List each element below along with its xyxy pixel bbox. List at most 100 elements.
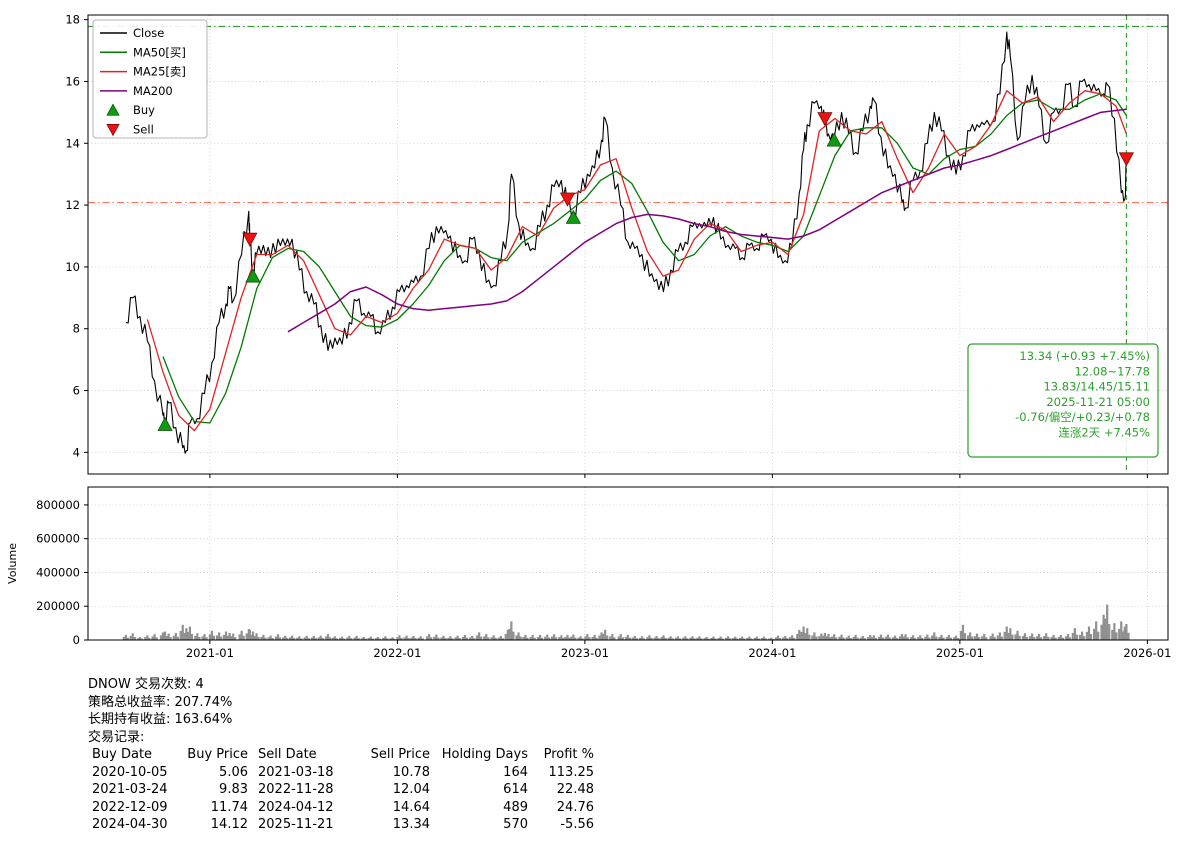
volume-bar xyxy=(1100,624,1103,640)
volume-bar xyxy=(1113,623,1116,640)
volume-bar xyxy=(719,636,722,640)
volume-bar xyxy=(717,637,720,640)
volume-bar xyxy=(674,637,677,640)
volume-bar xyxy=(669,636,672,640)
volume-bar xyxy=(825,636,828,640)
volume-bar xyxy=(185,628,188,640)
trade-table: Buy Date Buy Price Sell Date Sell Price Hold… xyxy=(92,746,594,834)
sell-marker xyxy=(559,192,576,207)
volume-bar xyxy=(506,629,509,640)
volume-bar xyxy=(224,631,228,640)
volume-bar xyxy=(176,636,179,640)
volume-bar xyxy=(954,635,958,640)
volume-bar xyxy=(220,636,223,640)
sell-marker xyxy=(1118,152,1134,167)
volume-bar xyxy=(662,635,665,640)
volume-bar xyxy=(584,636,587,640)
stats-block: DNOW 交易次数: 4 策略总收益率: 207.74% 长期持有收益: 163… xyxy=(88,676,594,834)
trade-table-cell: 2025-11-21 xyxy=(258,817,334,832)
trade-table-cell: 13.34 xyxy=(392,817,430,832)
volume-bar xyxy=(504,633,507,640)
volume-bar xyxy=(485,634,488,640)
volume-bar xyxy=(419,636,422,640)
volume-bar xyxy=(400,637,403,640)
volume-bar xyxy=(940,634,943,640)
volume-y-tick-label: 0 xyxy=(73,633,80,647)
volume-bar xyxy=(414,638,417,640)
volume-bar xyxy=(900,633,904,640)
volume-bar xyxy=(412,635,415,640)
volume-bar xyxy=(1043,635,1046,640)
volume-bar xyxy=(386,638,389,640)
volume-bar xyxy=(671,638,674,640)
volume-bar xyxy=(772,638,775,640)
trade-table-cell: 570 xyxy=(503,817,528,832)
volume-bar xyxy=(296,637,299,640)
volume-bar xyxy=(746,637,749,640)
volume-bar xyxy=(138,636,142,640)
volume-bar xyxy=(544,636,547,640)
volume-bar xyxy=(646,637,649,640)
volume-bar xyxy=(333,636,336,640)
buy-marker xyxy=(565,209,581,224)
volume-bar xyxy=(808,634,811,640)
volume-bar xyxy=(433,636,436,640)
volume-bar xyxy=(288,637,292,640)
trade-table-cell: 2021-03-24 xyxy=(92,782,168,797)
volume-plot-border xyxy=(87,486,1169,641)
trade-table-row: 2022-12-09 11.74 2024-04-12 14.64 489 24.76 xyxy=(92,799,594,817)
volume-bar xyxy=(378,638,382,640)
stats-line-records-label: 交易记录: xyxy=(88,729,145,745)
volume-bar xyxy=(161,634,165,640)
volume-bar xyxy=(319,635,322,640)
volume-bar xyxy=(835,637,838,640)
volume-bar xyxy=(815,636,818,640)
volume-bar xyxy=(788,637,792,640)
ma200-line xyxy=(287,108,1127,333)
annotation-line: 连涨2天 +7.45% xyxy=(1058,426,1150,440)
volume-bar xyxy=(167,633,170,640)
volume-bar xyxy=(678,638,682,640)
legend-label: MA200 xyxy=(133,84,173,98)
volume-bar xyxy=(490,637,493,640)
trade-table-header-cell: Sell Price xyxy=(370,747,430,762)
trade-table-cell: 12.04 xyxy=(392,782,430,797)
volume-bar xyxy=(1057,636,1060,640)
volume-bar xyxy=(710,637,713,640)
volume-bar xyxy=(842,637,845,640)
volume-bar xyxy=(691,636,694,640)
volume-bar xyxy=(707,638,710,640)
volume-bar xyxy=(541,637,544,640)
volume-bar xyxy=(827,633,830,640)
volume-bar xyxy=(604,629,607,640)
volume-bar xyxy=(969,632,972,640)
volume-bar xyxy=(546,634,549,640)
trade-table-cell: 9.83 xyxy=(219,782,248,797)
volume-bar xyxy=(712,636,715,640)
volume-bar xyxy=(676,636,679,640)
volume-bar xyxy=(579,636,582,640)
volume-bar xyxy=(931,635,934,640)
volume-bar xyxy=(384,636,387,640)
volume-bar xyxy=(601,633,605,640)
annotation-line: 13.34 (+0.93 +7.45%) xyxy=(1019,349,1150,363)
volume-y-tick-label: 600000 xyxy=(36,532,80,546)
volume-bar xyxy=(428,634,431,640)
volume-bar xyxy=(533,637,536,640)
volume-bar xyxy=(508,628,511,640)
volume-bar xyxy=(786,638,789,640)
volume-bar xyxy=(793,637,796,640)
volume-bar xyxy=(705,636,708,640)
volume-bar xyxy=(806,628,809,640)
volume-bar xyxy=(519,636,522,640)
volume-bar xyxy=(684,636,687,640)
trade-table-cell: 14.12 xyxy=(210,817,248,832)
volume-bar xyxy=(335,638,339,640)
buy-marker xyxy=(157,416,173,431)
volume-bar xyxy=(626,634,630,640)
trade-table-cell: 2022-11-28 xyxy=(258,782,334,797)
volume-bar xyxy=(350,638,353,640)
volume-bar xyxy=(515,635,518,640)
volume-bar xyxy=(635,638,638,640)
trade-table-cell: 14.64 xyxy=(392,799,430,815)
